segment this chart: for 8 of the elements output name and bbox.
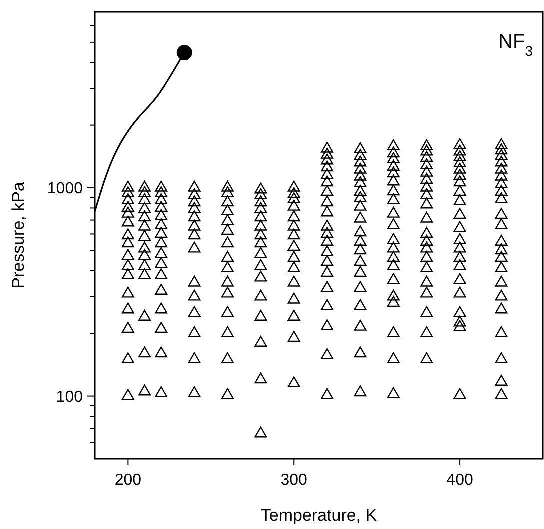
x-axis-title: Temperature, K — [260, 506, 378, 525]
x-tick-label: 200 — [114, 472, 142, 489]
annotation: NF$_{3}$ — [498, 31, 534, 59]
y-axis-title: Pressure, kPa — [9, 182, 28, 289]
x-tick-label: 400 — [446, 472, 474, 489]
y-tick-label: 100 — [56, 388, 84, 406]
y-tick-label: 1000 — [47, 180, 84, 198]
x-tick-label: 300 — [280, 472, 308, 489]
